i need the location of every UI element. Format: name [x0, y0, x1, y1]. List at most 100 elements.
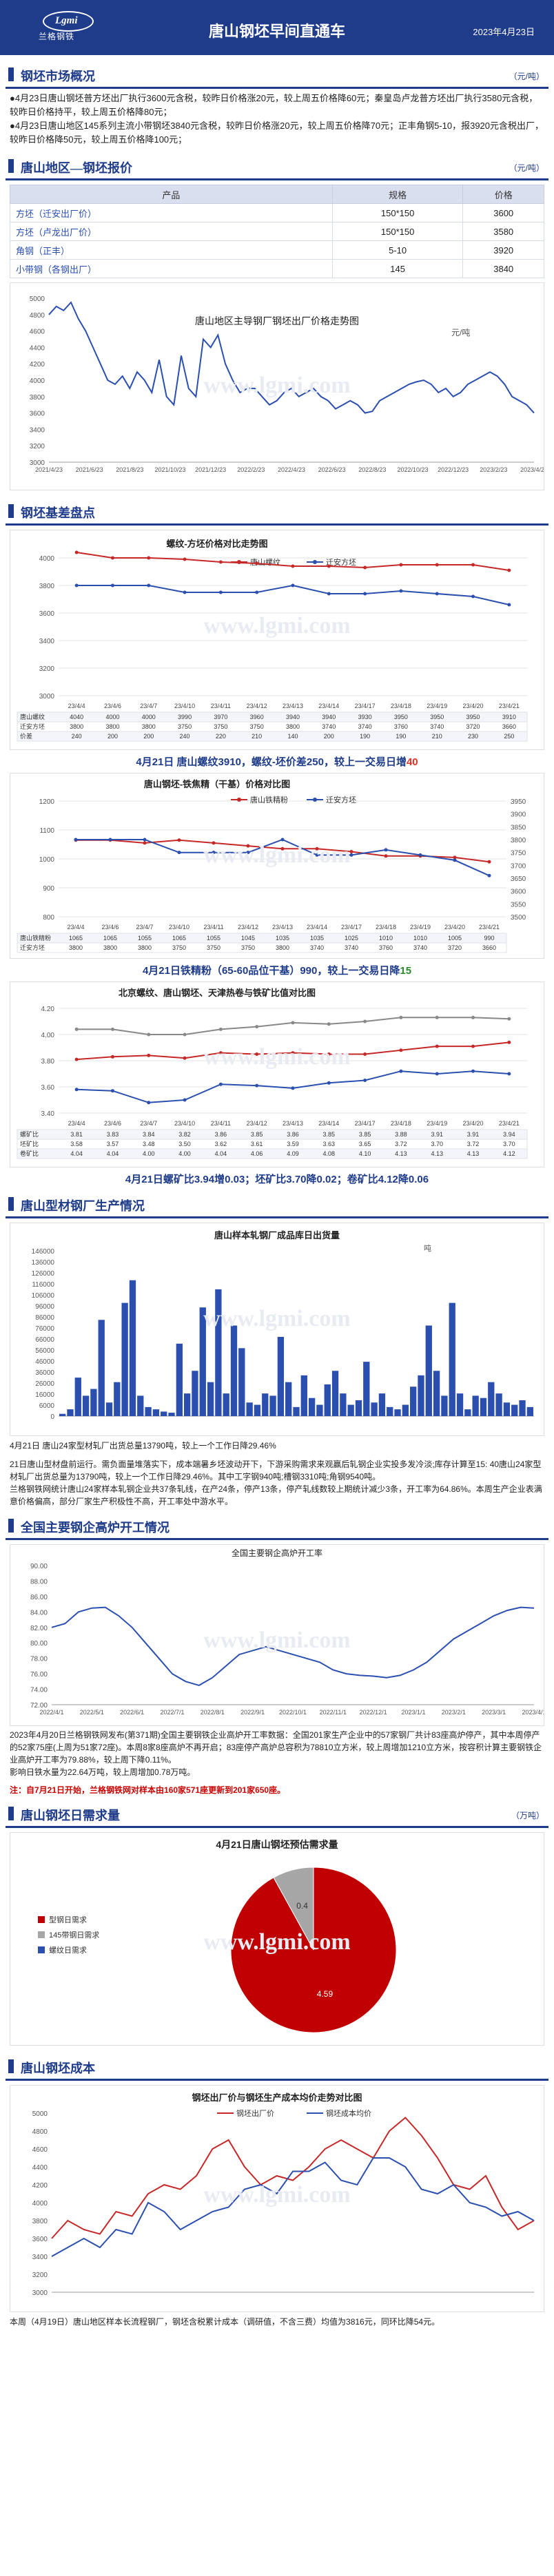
table-cell: 1025: [345, 935, 358, 942]
series-line: [51, 1606, 535, 1686]
rebar-billet-chart: www.lgmi.com 螺纹-方坯价格对比走势图 4000 3800 3600 340…: [10, 530, 544, 750]
table-cell: 3800: [286, 723, 300, 730]
table-cell: 210: [252, 733, 262, 740]
series-line: [76, 1041, 509, 1061]
table-row-label: 价差: [20, 732, 32, 740]
y-tick-label: 3000: [30, 459, 45, 467]
bar: [480, 1398, 487, 1416]
table-cell: 3800: [276, 944, 289, 951]
table-cell: 3.82: [178, 1131, 191, 1138]
bar: [105, 1402, 113, 1416]
data-point: [218, 1051, 223, 1055]
data-point: [183, 590, 187, 594]
bar: [293, 1406, 300, 1416]
x-tick-label: 23/4/21: [479, 924, 500, 931]
product-cell: 小带钢（各钢出厂）: [10, 259, 333, 278]
table-cell: 3760: [394, 723, 408, 730]
caption-change: 40: [406, 756, 418, 768]
bar: [456, 1393, 464, 1416]
bar: [347, 1404, 354, 1416]
price-table: 产品 规格 价格 方坯（迁安出厂价） 150*150 3600 方坯（卢龙出厂价） 1…: [10, 185, 544, 278]
column-header: 价格: [462, 185, 544, 204]
data-point: [315, 846, 319, 851]
table-cell: 4.12: [503, 1150, 515, 1157]
x-tick-label: 2023/2/1: [442, 1709, 466, 1716]
bar: [441, 1395, 448, 1416]
y-tick-label: 56000: [35, 1347, 54, 1355]
y-tick-label: 26000: [35, 1380, 54, 1388]
table-cell: 4.10: [359, 1150, 371, 1157]
data-point: [384, 854, 388, 858]
y-tick-label: 86000: [35, 1314, 54, 1322]
table-cell: 3.85: [323, 1131, 336, 1138]
table-cell: 3.50: [178, 1141, 191, 1147]
table-cell: 3.70: [431, 1141, 443, 1147]
table-cell: 3940: [286, 714, 300, 720]
bar: [262, 1393, 269, 1416]
y-tick-label: 146000: [32, 1248, 55, 1256]
legend-label: 型钢日需求: [49, 1915, 87, 1924]
table-row-bg: [17, 1148, 528, 1159]
x-tick-label: 23/4/12: [247, 1120, 267, 1127]
y-tick-label: 5000: [30, 295, 45, 303]
page-title: 唐山钢坯早间直通车: [208, 23, 345, 40]
bar: [121, 1302, 128, 1416]
data-point: [471, 594, 475, 599]
section-header-cost: 唐山钢坯成本: [6, 2054, 548, 2081]
y-tick-label: 3.80: [41, 1058, 55, 1066]
column-header: 规格: [331, 185, 464, 204]
data-point: [399, 1015, 403, 1019]
data-point: [363, 1019, 367, 1024]
legend-label: 迁安方坯: [326, 557, 356, 567]
legend-marker: [313, 798, 317, 802]
rolling-para-2: 兰格钢铁网统计唐山24家样本轧钢企业共37条轧线，在产24条，停产13条，停产轧…: [10, 1484, 542, 1506]
data-point: [507, 568, 511, 572]
bar: [207, 1382, 214, 1416]
ore-billet-caption: 4月21日铁精粉（65-60品位干基）990，较上一交易日降15: [0, 959, 554, 981]
table-cell: 3.58: [70, 1141, 83, 1147]
blast-furnace-chart: www.lgmi.com 全国主要钢企高炉开工率 90.00 88.00 86.00 8…: [10, 1544, 546, 1726]
section-marker: [8, 1197, 14, 1211]
data-point: [108, 838, 112, 842]
table-cell: 3740: [358, 723, 372, 730]
legend-swatch: [38, 1946, 45, 1953]
data-point: [74, 583, 79, 588]
data-point: [255, 590, 259, 594]
bar: [152, 1409, 160, 1416]
x-tick-label: 23/4/20: [463, 1120, 484, 1127]
legend-label: 钢坯成本均价: [326, 2108, 371, 2118]
report-date: 2023年4月23日: [473, 27, 535, 37]
caption-text: 4月21日 唐山螺纹3910，螺纹-坯价差250，较上一交易日增: [136, 756, 407, 768]
bar: [67, 1409, 74, 1416]
y-tick-label: 3600: [39, 610, 55, 618]
data-point: [110, 1027, 114, 1031]
section-marker: [8, 1519, 14, 1533]
blast-furnace-svg: 全国主要钢企高炉开工率 90.00 88.00 86.00 84.00 82.00 80.0…: [30, 1548, 546, 1716]
data-point: [327, 1081, 331, 1085]
blast-para: 2023年4月20日兰格钢铁网发布(第371期)全国主要钢铁企业高炉开工率数据：…: [10, 1730, 542, 1765]
table-row-bg: [17, 1139, 528, 1150]
bar: [137, 1395, 144, 1416]
y-tick-label: 88.00: [30, 1578, 48, 1586]
bar: [425, 1325, 432, 1416]
section-title: 唐山地区—钢坯报价: [21, 161, 132, 175]
bar: [230, 1325, 238, 1416]
data-point: [74, 550, 79, 554]
table-header-row: 产品 规格 价格: [10, 185, 544, 204]
table-cell: 200: [143, 733, 154, 740]
section-header-demand: 唐山钢坯日需求量 （万吨）: [6, 1801, 548, 1828]
data-point: [147, 1032, 151, 1037]
product-cell: 方坯（迁安出厂价）: [10, 203, 333, 222]
y-tick-label: 4.20: [41, 1006, 55, 1013]
column-header: 产品: [10, 185, 333, 204]
data-point: [291, 564, 295, 568]
x-tick-label: 23/4/12: [247, 703, 267, 709]
data-point: [177, 838, 181, 842]
data-point: [349, 850, 353, 853]
section-header-rolling: 唐山型材钢厂生产情况: [6, 1192, 548, 1218]
table-cell: 4.00: [143, 1150, 155, 1157]
data-point: [147, 1053, 151, 1057]
x-tick-label: 23/4/21: [499, 703, 520, 709]
x-tick-label: 23/4/13: [283, 1120, 303, 1127]
